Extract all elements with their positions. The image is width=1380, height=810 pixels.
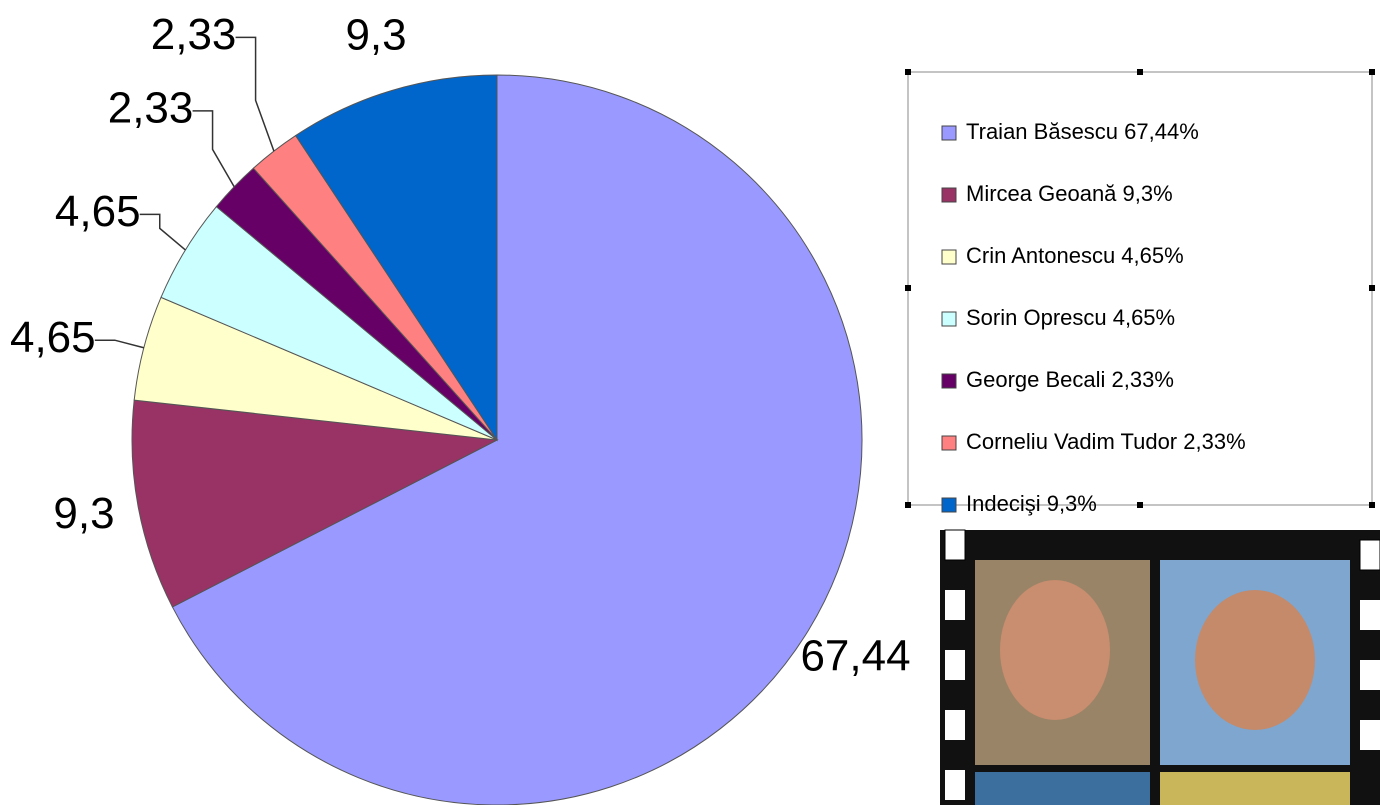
data-label: 2,33 bbox=[108, 84, 194, 133]
data-label: 4,65 bbox=[10, 313, 96, 362]
pie: 67,44 9,3 4,65 4,65 2,33 2,33 9,3 bbox=[10, 10, 911, 806]
film-hole bbox=[1359, 539, 1380, 571]
leader-line bbox=[235, 36, 275, 152]
film-hole bbox=[944, 529, 966, 561]
legend-swatch bbox=[941, 125, 957, 141]
legend-handle bbox=[905, 502, 911, 508]
legend-swatch bbox=[941, 497, 957, 513]
data-label: 4,65 bbox=[55, 187, 141, 236]
legend-label: George Becali 2,33% bbox=[966, 367, 1174, 392]
legend-handle bbox=[1369, 69, 1375, 75]
film-hole bbox=[945, 710, 965, 740]
legend-handle bbox=[1137, 502, 1143, 508]
pie-slice bbox=[131, 399, 499, 608]
face bbox=[1000, 580, 1110, 720]
legend-label: Sorin Oprescu 4,65% bbox=[966, 305, 1175, 330]
pie-slice bbox=[171, 74, 863, 806]
data-label: 67,44 bbox=[800, 631, 910, 680]
photo-strip bbox=[940, 529, 1380, 805]
legend-swatch bbox=[941, 435, 957, 451]
legend-handle bbox=[1369, 502, 1375, 508]
legend-swatch bbox=[941, 373, 957, 389]
photo bbox=[975, 772, 1150, 805]
data-label: 9,3 bbox=[53, 489, 114, 538]
legend-swatch bbox=[941, 187, 957, 203]
film-hole bbox=[1360, 660, 1380, 690]
film-hole bbox=[1360, 600, 1380, 630]
film-hole bbox=[945, 650, 965, 680]
pie-slice bbox=[294, 74, 498, 442]
legend-handle bbox=[1369, 285, 1375, 291]
film-hole bbox=[1360, 720, 1380, 750]
legend-swatch bbox=[941, 311, 957, 327]
data-label: 2,33 bbox=[151, 10, 237, 59]
photo bbox=[1160, 772, 1350, 805]
leader-line bbox=[139, 213, 186, 251]
legend-label: Mircea Geoană 9,3% bbox=[966, 181, 1173, 206]
legend-swatch bbox=[941, 249, 957, 265]
legend-label: Crin Antonescu 4,65% bbox=[966, 243, 1184, 268]
film-hole bbox=[945, 770, 965, 800]
legend-box bbox=[907, 71, 1373, 506]
legend-label: Corneliu Vadim Tudor 2,33% bbox=[966, 429, 1246, 454]
legend: Traian Băsescu 67,44% Mircea Geoană 9,3% C… bbox=[905, 69, 1375, 516]
leader-line bbox=[192, 110, 235, 188]
film-hole bbox=[945, 590, 965, 620]
data-label: 9,3 bbox=[345, 10, 406, 59]
legend-label: Traian Băsescu 67,44% bbox=[966, 119, 1199, 144]
legend-handle bbox=[905, 285, 911, 291]
face bbox=[1195, 590, 1315, 730]
legend-handle bbox=[1137, 69, 1143, 75]
legend-label: Indecişi 9,3% bbox=[966, 491, 1097, 516]
leader-line bbox=[94, 339, 145, 349]
legend-handle bbox=[905, 69, 911, 75]
